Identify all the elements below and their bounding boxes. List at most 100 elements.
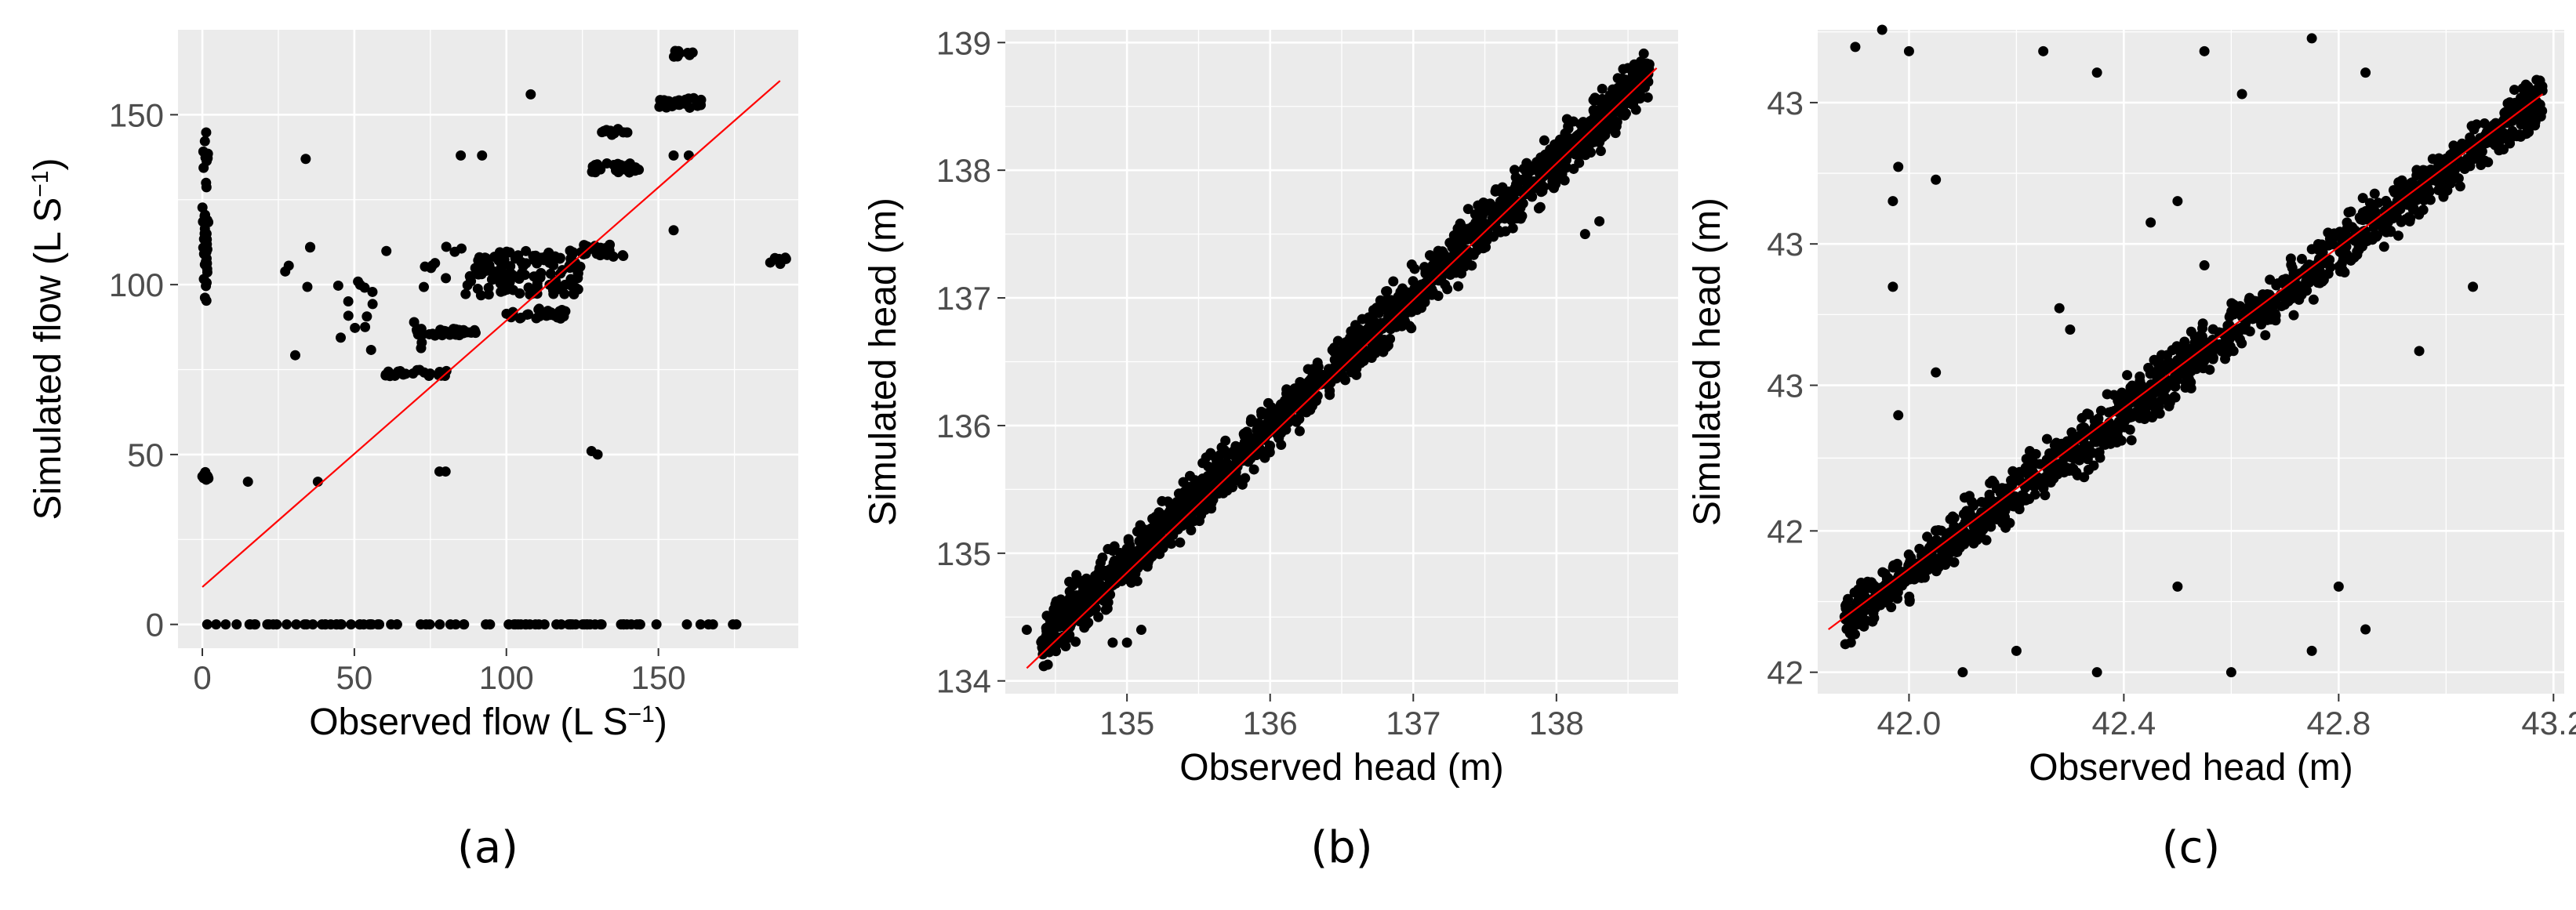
data-point bbox=[2535, 111, 2546, 122]
data-point bbox=[1407, 294, 1418, 305]
data-point bbox=[1995, 487, 2006, 498]
data-point bbox=[1496, 187, 1507, 198]
data-point bbox=[2144, 390, 2155, 401]
data-point bbox=[532, 270, 543, 281]
data-point bbox=[2102, 435, 2113, 446]
data-point bbox=[411, 324, 422, 335]
data-point bbox=[1949, 557, 1960, 567]
data-point bbox=[1021, 625, 1032, 636]
data-point bbox=[618, 251, 629, 262]
y-tick-label: 136 bbox=[936, 408, 991, 444]
data-point bbox=[2418, 189, 2429, 200]
data-point bbox=[350, 322, 361, 333]
data-point bbox=[1600, 104, 1611, 115]
data-point bbox=[201, 177, 212, 188]
data-point bbox=[1193, 496, 1204, 507]
data-point bbox=[2505, 138, 2516, 149]
data-point bbox=[1938, 549, 1949, 560]
data-point bbox=[1419, 262, 1430, 273]
data-point bbox=[200, 152, 211, 163]
data-point bbox=[367, 299, 378, 310]
data-point bbox=[1638, 48, 1649, 59]
data-point bbox=[1209, 451, 1220, 462]
data-point bbox=[2091, 67, 2102, 78]
data-point bbox=[2029, 459, 2040, 470]
x-axis-title: Observed head (m) bbox=[2029, 747, 2353, 789]
data-point bbox=[2191, 354, 2202, 365]
data-point bbox=[513, 250, 524, 261]
data-point bbox=[1211, 478, 1222, 489]
data-point bbox=[1634, 62, 1645, 73]
data-point bbox=[658, 97, 669, 108]
data-point bbox=[1553, 137, 1564, 148]
data-point bbox=[1452, 243, 1463, 254]
data-point bbox=[1586, 147, 1597, 158]
data-point bbox=[1474, 215, 1485, 226]
data-point bbox=[504, 277, 515, 288]
y-tick-label: 43 bbox=[1767, 85, 1804, 121]
data-point bbox=[2373, 198, 2384, 208]
data-point bbox=[634, 619, 645, 630]
data-point bbox=[1344, 336, 1355, 347]
data-point bbox=[1107, 546, 1118, 557]
data-point bbox=[2065, 324, 2076, 335]
data-point bbox=[521, 245, 532, 256]
data-point bbox=[1500, 226, 1511, 237]
data-point bbox=[1285, 391, 1296, 402]
y-tick-label: 43 bbox=[1767, 226, 1804, 263]
data-point bbox=[2305, 265, 2316, 276]
data-point bbox=[1959, 538, 1970, 549]
data-point bbox=[598, 125, 609, 136]
data-point bbox=[2302, 285, 2313, 296]
data-point bbox=[2043, 466, 2054, 477]
data-point bbox=[2006, 480, 2017, 491]
data-point bbox=[2448, 140, 2459, 151]
data-point bbox=[2149, 401, 2160, 412]
data-point bbox=[2479, 118, 2490, 129]
data-point bbox=[1595, 146, 1606, 157]
x-tick-label: 100 bbox=[479, 659, 534, 696]
data-point bbox=[2156, 350, 2167, 361]
data-point bbox=[2520, 114, 2531, 125]
data-point bbox=[1431, 270, 1442, 281]
data-point bbox=[2393, 177, 2404, 188]
data-point bbox=[353, 276, 364, 287]
data-point bbox=[2030, 448, 2041, 459]
data-point bbox=[302, 281, 313, 292]
data-point bbox=[1933, 524, 1944, 535]
data-point bbox=[525, 619, 536, 630]
data-point bbox=[2418, 205, 2429, 216]
x-tick-label: 42.4 bbox=[2092, 705, 2156, 741]
x-tick-label: 138 bbox=[1529, 705, 1584, 741]
data-point bbox=[1197, 458, 1208, 469]
data-point bbox=[2530, 102, 2541, 113]
data-point bbox=[668, 225, 679, 236]
data-point bbox=[203, 473, 214, 484]
y-tick-label: 134 bbox=[936, 663, 991, 700]
data-point bbox=[2308, 294, 2319, 305]
data-point bbox=[485, 619, 496, 630]
data-point bbox=[2404, 216, 2415, 227]
data-point bbox=[672, 99, 683, 110]
data-point bbox=[424, 619, 435, 630]
data-point bbox=[416, 343, 427, 353]
data-point bbox=[1557, 153, 1568, 164]
data-point bbox=[2052, 469, 2063, 480]
data-point bbox=[199, 136, 210, 147]
data-point bbox=[1292, 413, 1303, 424]
data-point bbox=[2306, 33, 2317, 44]
data-point bbox=[2066, 451, 2076, 462]
data-point bbox=[300, 154, 311, 165]
data-point bbox=[565, 257, 576, 268]
data-point bbox=[2020, 462, 2031, 473]
data-point bbox=[1976, 497, 1987, 508]
data-point bbox=[1289, 383, 1300, 394]
data-point bbox=[2372, 230, 2383, 241]
data-point bbox=[2333, 581, 2344, 592]
data-point bbox=[2141, 408, 2152, 419]
data-point bbox=[1909, 574, 1920, 585]
data-point bbox=[2226, 327, 2237, 338]
data-point bbox=[1143, 540, 1154, 551]
data-point bbox=[2244, 326, 2255, 337]
